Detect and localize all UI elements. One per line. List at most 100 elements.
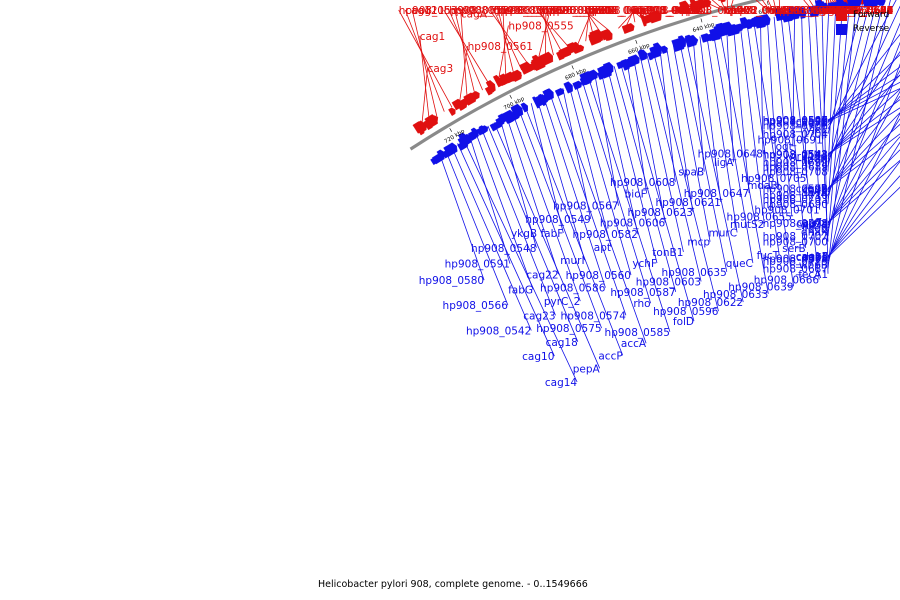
forward-gene-label: rloF: [770, 5, 790, 17]
reverse-gene-label: fucT: [757, 250, 780, 262]
reverse-gene-feature: [758, 13, 771, 27]
forward-gene-leader: [720, 0, 726, 11]
forward-gene-label: ppa: [681, 5, 701, 17]
reverse-gene-label: mcp: [687, 237, 710, 249]
forward-gene-label: hp908_0568: [503, 5, 568, 17]
reverse-gene-label: hp908_0701: [754, 205, 819, 217]
reverse-gene-leader: [827, 123, 900, 189]
forward-gene-label: hemE: [680, 5, 710, 17]
forward-gene-leader: [583, 9, 611, 32]
reverse-gene-label: fabG: [508, 284, 533, 296]
reverse-gene-label: virB11a: [788, 151, 828, 163]
forward-gene-label: hp908_0616: [723, 5, 789, 17]
forward-gene-label: aspS: [728, 5, 754, 17]
reverse-gene-leader: [692, 38, 705, 172]
forward-gene-feature: [492, 74, 503, 88]
reverse-gene-feature: [602, 61, 614, 75]
forward-gene-label: hp908_0573: [542, 5, 607, 17]
reverse-gene-leader: [626, 61, 648, 194]
reverse-gene-leader: [827, 133, 900, 189]
reverse-gene-feature: [647, 52, 654, 61]
reverse-gene-label: hp908_0574: [561, 310, 627, 322]
reverse-gene-leader: [827, 54, 900, 123]
reverse-gene-leader: [773, 16, 793, 217]
reverse-gene-leader: [827, 95, 900, 190]
tick-mark: [700, 18, 703, 23]
forward-gene-leader: [537, 9, 551, 63]
forward-gene-label: cag1: [420, 31, 446, 43]
reverse-gene-label: hp908_0690: [763, 199, 828, 211]
reverse-gene-label: mdaB: [747, 180, 778, 192]
reverse-gene-feature: [707, 32, 719, 42]
reverse-gene-label: hp908_0549: [525, 214, 590, 226]
reverse-gene-leader: [827, 88, 900, 155]
reverse-gene-label: hp908_0623: [628, 207, 693, 219]
forward-gene-leader: [626, 9, 635, 26]
reverse-gene-leader: [827, 33, 900, 126]
forward-gene-label: hp908_0628: [767, 5, 832, 17]
forward-gene-label: hp908_0551: [449, 5, 514, 17]
reverse-swatch: [836, 23, 847, 35]
reverse-gene-leader: [827, 159, 900, 224]
forward-gene-label: hp908_0597: [587, 5, 652, 17]
forward-gene-feature: [570, 41, 581, 54]
forward-gene-leader: [668, 9, 679, 12]
reverse-gene-label: cag7c: [797, 217, 829, 229]
reverse-gene-label: hp908_0621: [655, 197, 720, 209]
reverse-gene-leader: [827, 1, 857, 269]
forward-gene-label: hp908_0604: [635, 5, 701, 17]
reverse-gene-label: apt: [594, 242, 611, 254]
reverse-gene-leader: [463, 139, 578, 383]
reverse-gene-leader: [827, 160, 900, 257]
reverse-gene-label: hp908_0603: [636, 277, 701, 289]
reverse-gene-leader: [827, 141, 900, 258]
tick-mark: [767, 0, 769, 6]
reverse-gene-label: feoB: [804, 223, 828, 235]
forward-gene-leader: [460, 13, 468, 99]
forward-gene-label: hp908_0602: [584, 5, 649, 17]
reverse-gene-leader: [827, 81, 900, 121]
forward-gene-leader: [421, 68, 428, 126]
reverse-gene-feature: [489, 123, 498, 132]
reverse-gene-leader: [556, 91, 647, 344]
reverse-gene-leader: [726, 28, 734, 163]
genome-caption: Helicobacter pylori 908, complete genome…: [318, 579, 588, 590]
reverse-gene-label: pepA: [573, 363, 601, 375]
legend: Forward Reverse: [836, 8, 889, 36]
reverse-gene-label: hp908_0566: [443, 300, 509, 312]
reverse-gene-label: wbpB: [799, 260, 828, 272]
reverse-gene-leader: [530, 103, 564, 233]
reverse-gene-leader: [827, 0, 878, 199]
forward-gene-feature: [430, 115, 439, 124]
forward-gene-label: cag3: [428, 63, 454, 75]
tick-mark: [635, 39, 638, 44]
forward-gene-feature: [621, 22, 635, 34]
reverse-gene-leader: [827, 107, 900, 155]
reverse-gene-leader: [575, 82, 632, 276]
reverse-gene-leader: [739, 25, 765, 224]
reverse-gene-label: murC: [709, 227, 738, 239]
reverse-gene-label: lepB: [805, 183, 828, 195]
forward-gene-leader: [711, 0, 725, 11]
reverse-gene-feature: [572, 80, 583, 90]
reverse-gene-feature: [734, 23, 744, 33]
reverse-gene-label: hp908_0582: [573, 229, 638, 241]
forward-gene-label: hp908_0556: [498, 5, 564, 17]
reverse-gene-leader: [672, 44, 711, 242]
reverse-gene-leader: [475, 132, 534, 290]
reverse-gene-label: hp908_0575: [536, 323, 601, 335]
reverse-gene-leader: [827, 74, 900, 121]
reverse-gene-label: hp908_0544: [763, 150, 829, 162]
forward-gene-label: cheV2: [725, 5, 758, 17]
reverse-gene-leader: [787, 13, 820, 280]
reverse-gene-feature: [563, 81, 573, 94]
reverse-gene-leader: [706, 34, 738, 233]
reverse-gene-leader: [543, 96, 606, 288]
reverse-gene-leader: [827, 118, 900, 224]
reverse-gene-leader: [827, 88, 900, 122]
forward-gene-leader: [729, 0, 734, 11]
reverse-gene-leader: [801, 11, 807, 178]
forward-gene-label: hp908_0559: [546, 5, 611, 17]
reverse-gene-label: hp908_0596: [653, 306, 719, 318]
reverse-gene-label: ogt: [776, 141, 793, 153]
